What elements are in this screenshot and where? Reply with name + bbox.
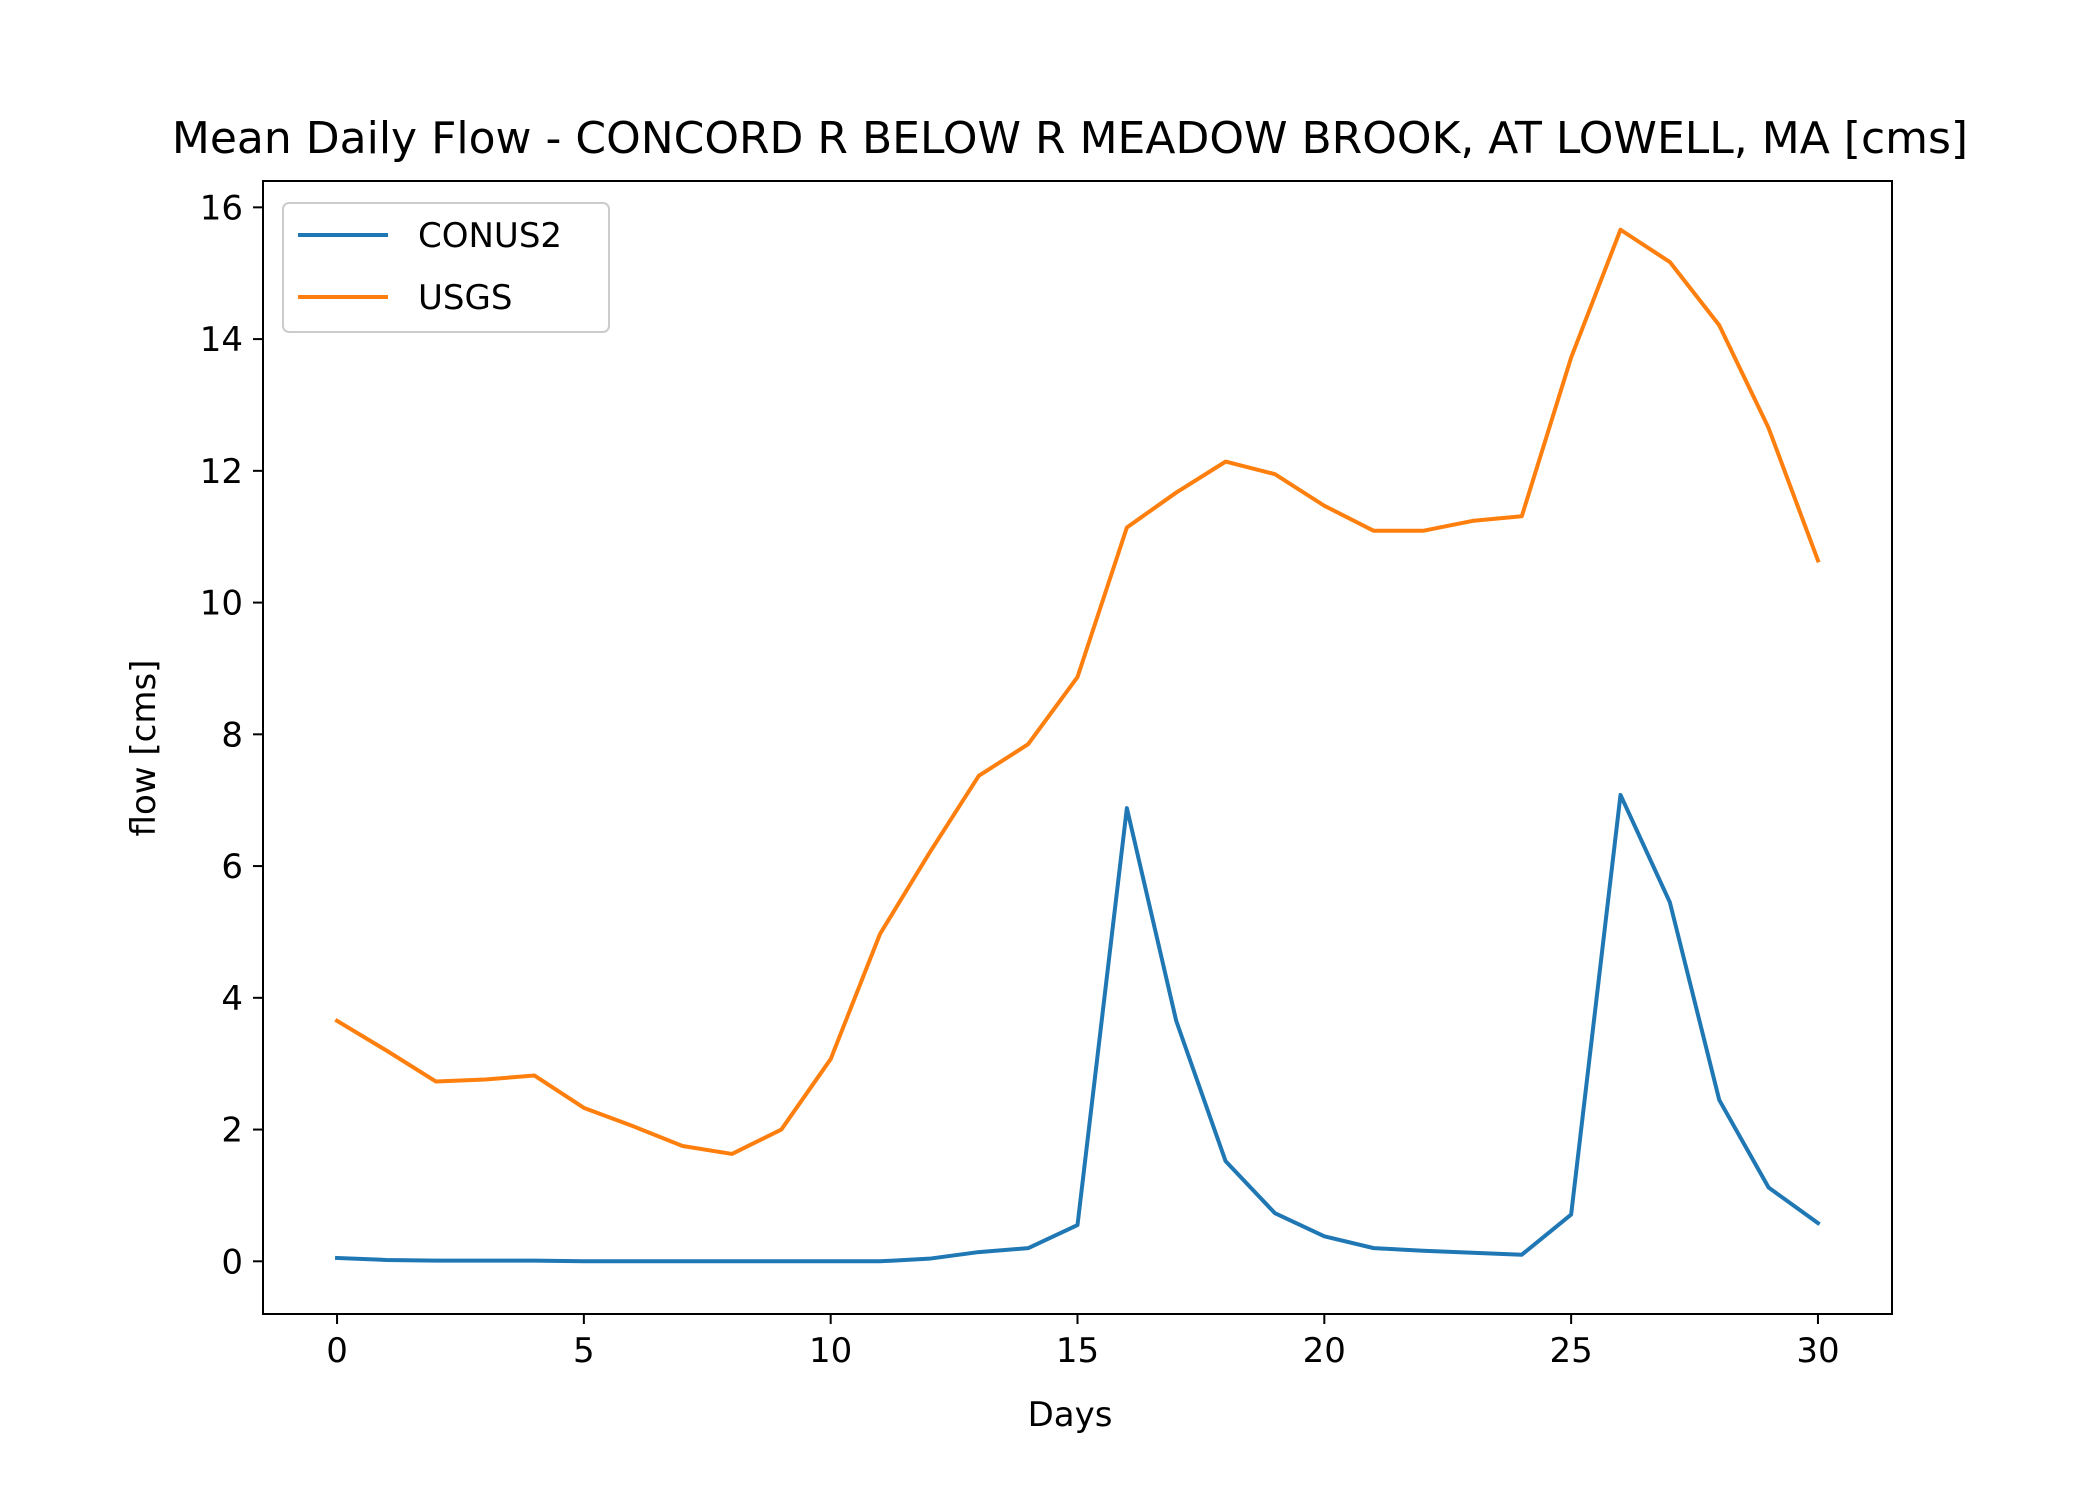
x-tick-label: 5 bbox=[573, 1331, 595, 1371]
x-axis-label: Days bbox=[1028, 1395, 1113, 1435]
x-tick-label: 20 bbox=[1303, 1331, 1346, 1371]
legend-label-conus2: CONUS2 bbox=[418, 216, 562, 256]
legend: CONUS2 USGS bbox=[282, 202, 610, 333]
y-tick-label: 10 bbox=[200, 584, 243, 624]
legend-label-usgs: USGS bbox=[418, 278, 512, 318]
y-tick-label: 12 bbox=[200, 452, 243, 492]
y-axis-label: flow [cms] bbox=[124, 660, 164, 837]
y-tick-label: 6 bbox=[221, 847, 243, 887]
y-tick-label: 14 bbox=[200, 320, 243, 360]
chart-title: Mean Daily Flow - CONCORD R BELOW R MEAD… bbox=[172, 113, 1968, 164]
y-tick-label: 4 bbox=[221, 979, 243, 1019]
y-tick-label: 2 bbox=[221, 1111, 243, 1151]
x-tick-label: 10 bbox=[809, 1331, 852, 1371]
x-tick-label: 0 bbox=[326, 1331, 348, 1371]
x-tick-label: 30 bbox=[1796, 1331, 1839, 1371]
series-line-conus2 bbox=[334, 792, 1821, 1264]
y-tick-label: 8 bbox=[221, 715, 243, 755]
y-tick-label: 16 bbox=[200, 188, 243, 228]
plot-frame bbox=[262, 180, 1893, 1315]
y-axis-ticks: 0 2 4 6 8 10 12 14 16 bbox=[200, 188, 263, 1282]
x-tick-label: 25 bbox=[1550, 1331, 1593, 1371]
plot-area bbox=[334, 227, 1821, 1264]
x-tick-label: 15 bbox=[1056, 1331, 1099, 1371]
series-line-usgs bbox=[334, 227, 1821, 1156]
y-tick-label: 0 bbox=[221, 1242, 243, 1282]
x-axis-ticks: 0 5 10 15 20 25 30 bbox=[326, 1314, 1840, 1371]
